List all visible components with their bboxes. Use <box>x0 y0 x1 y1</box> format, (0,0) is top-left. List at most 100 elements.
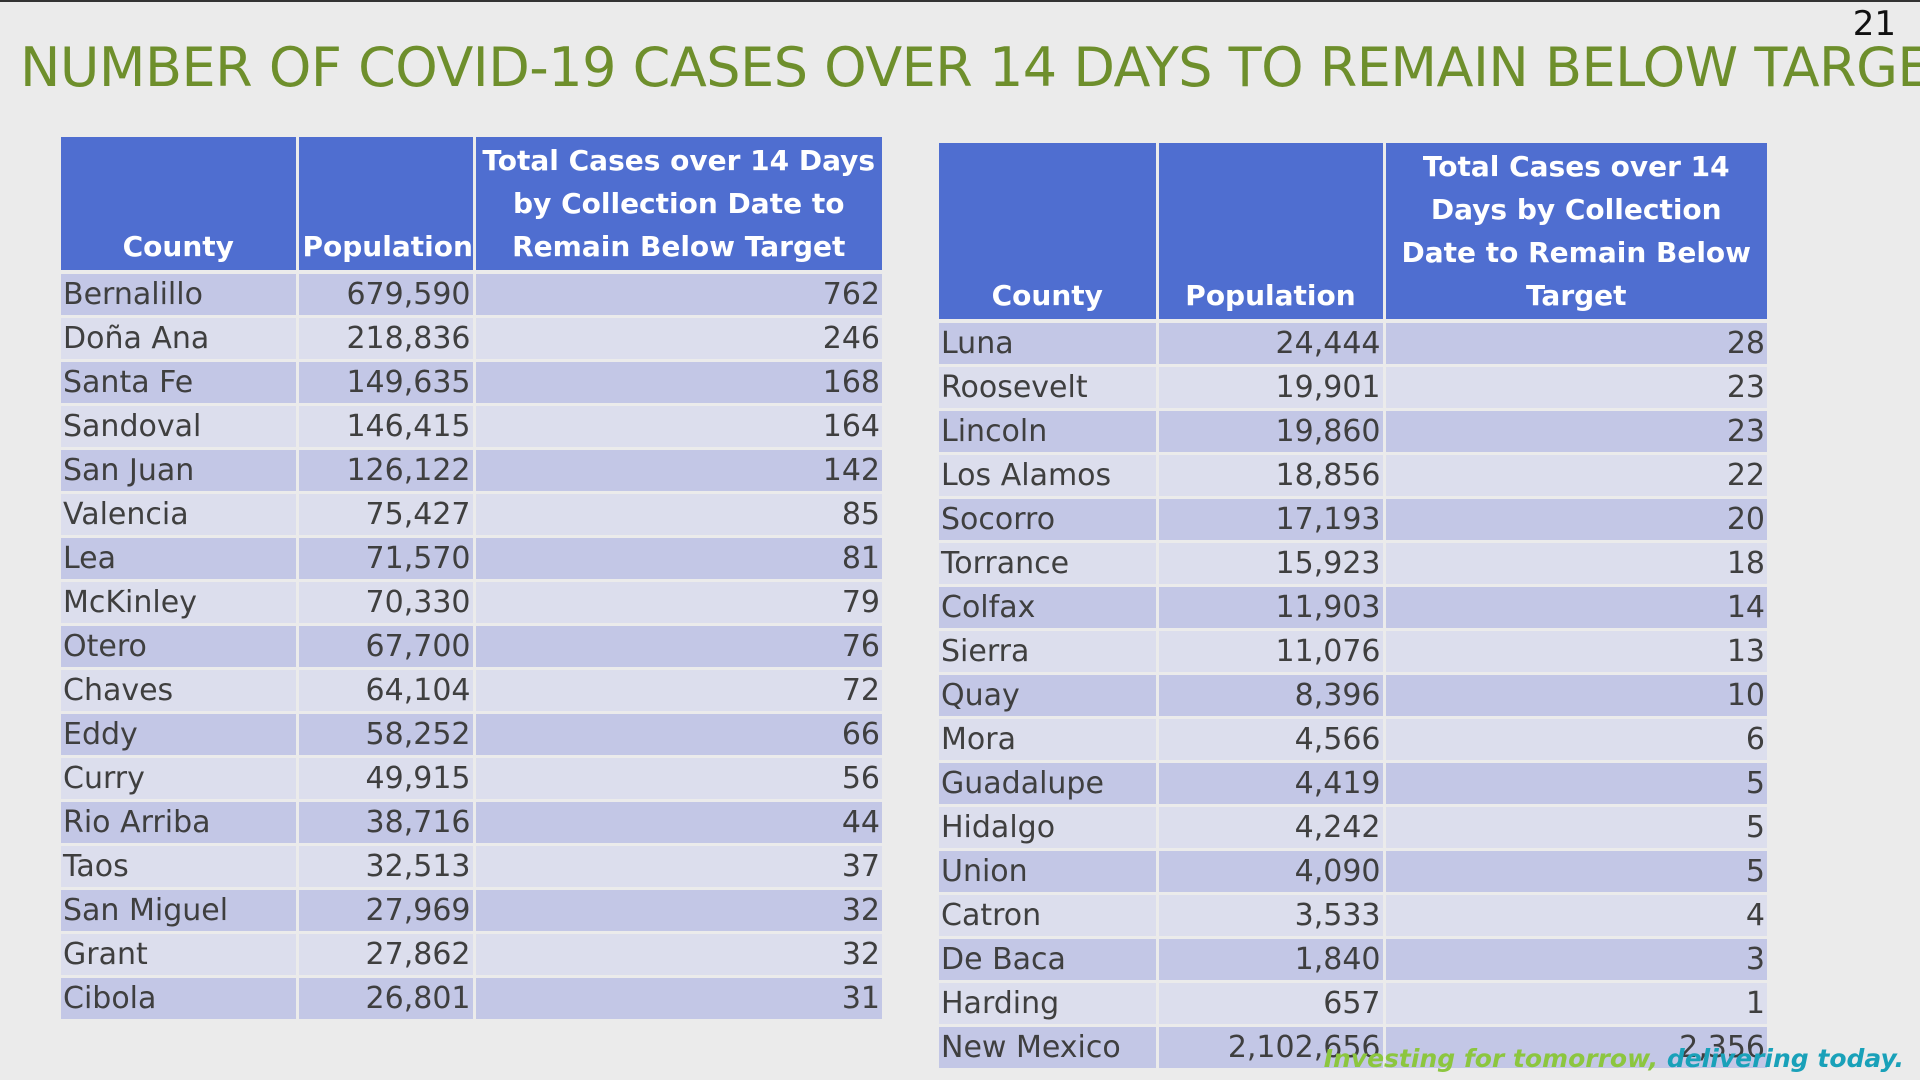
county-cell: Sierra <box>939 629 1159 675</box>
number-cell: 4 <box>1384 893 1767 939</box>
county-cell: Catron <box>939 893 1159 939</box>
number-cell: 246 <box>474 316 882 362</box>
table-row: De Baca 1,840 3 <box>939 937 1767 983</box>
number-cell: 8,396 <box>1157 673 1386 719</box>
county-cell: Sandoval <box>61 404 299 450</box>
table-row: Taos 32,513 37 <box>61 844 882 890</box>
number-cell: 4,090 <box>1157 849 1386 895</box>
number-cell: 24,444 <box>1157 321 1386 367</box>
number-cell: 5 <box>1384 761 1767 807</box>
header-cell: Population <box>297 137 476 274</box>
number-cell: 31 <box>474 976 882 1022</box>
number-cell: 18,856 <box>1157 453 1386 499</box>
table-row: McKinley 70,330 79 <box>61 580 882 626</box>
table-row: Socorro 17,193 20 <box>939 497 1767 543</box>
number-cell: 218,836 <box>297 316 476 362</box>
county-cell: Socorro <box>939 497 1159 543</box>
number-cell: 79 <box>474 580 882 626</box>
county-cell: New Mexico <box>939 1025 1159 1071</box>
table-row: San Miguel 27,969 32 <box>61 888 882 934</box>
table-row: Doña Ana 218,836 246 <box>61 316 882 362</box>
number-cell: 11,903 <box>1157 585 1386 631</box>
number-cell: 13 <box>1384 629 1767 675</box>
county-cell: Union <box>939 849 1159 895</box>
number-cell: 3,533 <box>1157 893 1386 939</box>
table-left: County Population Total Cases over 14 Days… <box>61 137 882 1022</box>
number-cell: 10 <box>1384 673 1767 719</box>
number-cell: 22 <box>1384 453 1767 499</box>
table-row: Roosevelt 19,901 23 <box>939 365 1767 411</box>
number-cell: 17,193 <box>1157 497 1386 543</box>
number-cell: 18 <box>1384 541 1767 587</box>
number-cell: 2,102,656 <box>1157 1025 1386 1071</box>
county-cell: San Miguel <box>61 888 299 934</box>
number-cell: 28 <box>1384 321 1767 367</box>
footer: Investing for tomorrow, delivering today… <box>1324 1044 1904 1073</box>
number-cell: 1 <box>1384 981 1767 1027</box>
number-cell: 23 <box>1384 365 1767 411</box>
number-cell: 72 <box>474 668 882 714</box>
table-row: Los Alamos 18,856 22 <box>939 453 1767 499</box>
header-row: County Population Total Cases over 14 Days… <box>61 137 882 274</box>
table-body: Luna 24,444 28 Roosevelt 19,901 23 Lincoln 19,8… <box>939 321 1767 1071</box>
number-cell: 81 <box>474 536 882 582</box>
table-row: Valencia 75,427 85 <box>61 492 882 538</box>
county-cell: Cibola <box>61 976 299 1022</box>
table-row: Eddy 58,252 66 <box>61 712 882 758</box>
number-cell: 6 <box>1384 717 1767 763</box>
table-row: Union 4,090 5 <box>939 849 1767 895</box>
number-cell: 38,716 <box>297 800 476 846</box>
header-cell: Total Cases over 14 Days by Collection D… <box>1384 143 1767 323</box>
table-row: Bernalillo 679,590 762 <box>61 272 882 318</box>
table-row: Sandoval 146,415 164 <box>61 404 882 450</box>
number-cell: 15,923 <box>1157 541 1386 587</box>
county-cell: Chaves <box>61 668 299 714</box>
county-cell: Los Alamos <box>939 453 1159 499</box>
county-cell: Taos <box>61 844 299 890</box>
table-row: Quay 8,396 10 <box>939 673 1767 719</box>
table-row: Colfax 11,903 14 <box>939 585 1767 631</box>
number-cell: 142 <box>474 448 882 494</box>
number-cell: 762 <box>474 272 882 318</box>
table-row: Sierra 11,076 13 <box>939 629 1767 675</box>
table-row: Catron 3,533 4 <box>939 893 1767 939</box>
county-cell: McKinley <box>61 580 299 626</box>
county-cell: Quay <box>939 673 1159 719</box>
county-cell: Rio Arriba <box>61 800 299 846</box>
county-cell: Luna <box>939 321 1159 367</box>
county-cell: Bernalillo <box>61 272 299 318</box>
number-cell: 37 <box>474 844 882 890</box>
number-cell: 23 <box>1384 409 1767 455</box>
number-cell: 64,104 <box>297 668 476 714</box>
number-cell: 44 <box>474 800 882 846</box>
number-cell: 657 <box>1157 981 1386 1027</box>
table-row: Curry 49,915 56 <box>61 756 882 802</box>
number-cell: 4,419 <box>1157 761 1386 807</box>
number-cell: 2,356 <box>1384 1025 1767 1071</box>
number-cell: 4,242 <box>1157 805 1386 851</box>
table-body: Bernalillo 679,590 762 Doña Ana 218,836 246 Sa… <box>61 272 882 1022</box>
number-cell: 49,915 <box>297 756 476 802</box>
number-cell: 26,801 <box>297 976 476 1022</box>
footer-text: Investing for tomorrow, <box>1323 1044 1659 1073</box>
table-row: Guadalupe 4,419 5 <box>939 761 1767 807</box>
table-row: Otero 67,700 76 <box>61 624 882 670</box>
county-cell: Harding <box>939 981 1159 1027</box>
table-right: County Population Total Cases over 14 Days… <box>939 143 1767 1071</box>
county-cell: Lincoln <box>939 409 1159 455</box>
number-cell: 4,566 <box>1157 717 1386 763</box>
county-cell: Curry <box>61 756 299 802</box>
county-cell: Otero <box>61 624 299 670</box>
number-cell: 27,862 <box>297 932 476 978</box>
number-cell: 14 <box>1384 585 1767 631</box>
county-cell: Grant <box>61 932 299 978</box>
county-cell: De Baca <box>939 937 1159 983</box>
number-cell: 5 <box>1384 805 1767 851</box>
number-cell: 32,513 <box>297 844 476 890</box>
table-row: Chaves 64,104 72 <box>61 668 882 714</box>
county-cell: Eddy <box>61 712 299 758</box>
county-cell: Valencia <box>61 492 299 538</box>
number-cell: 71,570 <box>297 536 476 582</box>
number-cell: 76 <box>474 624 882 670</box>
